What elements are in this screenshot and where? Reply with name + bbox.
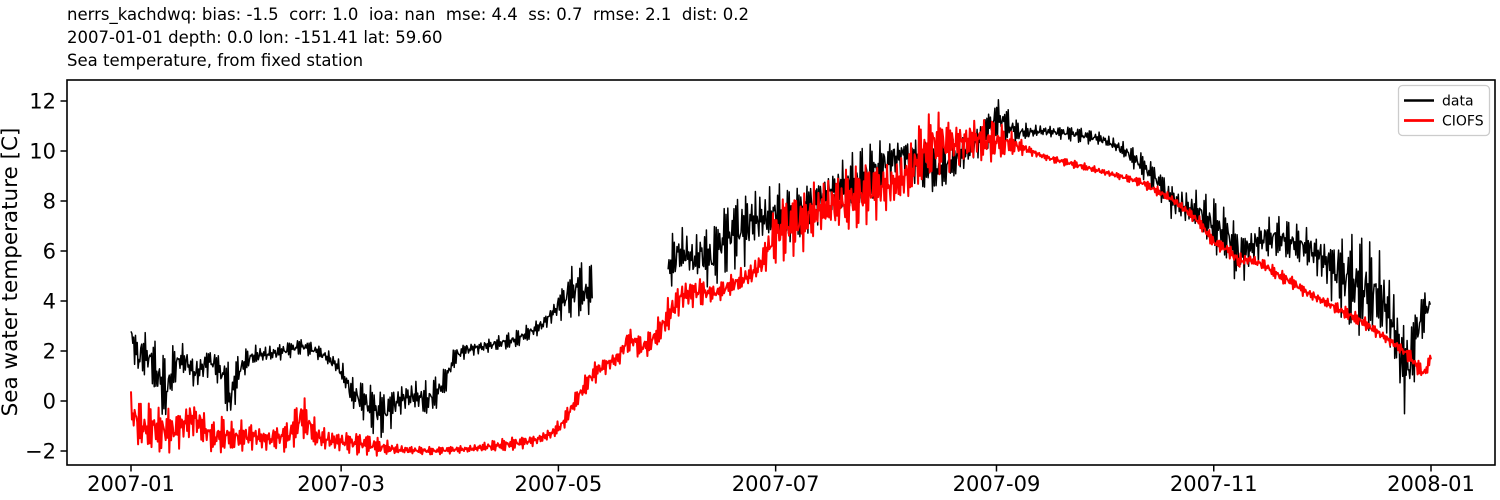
legend-box — [1397, 84, 1491, 137]
x-tick-label: 2008-01 — [1387, 472, 1475, 496]
plot-area — [67, 80, 1495, 465]
title-block: nerrs_kachdwq: bias: -1.5 corr: 1.0 ioa:… — [67, 3, 749, 72]
plot-frame — [66, 79, 1496, 466]
x-tick-label: 2007-05 — [515, 472, 603, 496]
title-stats-line: nerrs_kachdwq: bias: -1.5 corr: 1.0 ioa:… — [67, 5, 750, 24]
x-tick-label: 2007-01 — [87, 472, 175, 496]
x-tick-label: 2007-11 — [1170, 472, 1258, 496]
y-tick-label: 6 — [43, 240, 56, 264]
y-tick-label: 4 — [43, 290, 56, 314]
title-meta-line: 2007-01-01 depth: 0.0 lon: -151.41 lat: … — [67, 28, 443, 47]
y-tick-label: 0 — [43, 390, 56, 414]
legend-label-ciofs: CIOFS — [1442, 114, 1484, 130]
legend-label-data: data — [1442, 94, 1474, 110]
x-tick-label: 2007-03 — [297, 472, 385, 496]
x-axis-ticks: 2007-01 2007-03 2007-05 2007-07 2007-09 2007-… — [87, 465, 1475, 496]
y-tick-label: 10 — [29, 140, 56, 164]
series-line-data — [130, 262, 593, 439]
y-axis-ticks: −2 0 2 4 6 8 10 12 — [25, 90, 67, 464]
series-group — [130, 99, 1432, 457]
y-tick-label: −2 — [25, 440, 56, 464]
series-line-ciofs — [130, 111, 1432, 457]
x-tick-label: 2007-07 — [732, 472, 820, 496]
y-tick-label: 8 — [43, 190, 56, 214]
y-tick-label: 12 — [29, 90, 56, 114]
title-main-line: Sea temperature, from fixed station — [67, 51, 364, 70]
legend: data CIOFS — [1397, 84, 1491, 137]
y-tick-label: 2 — [43, 340, 56, 364]
y-axis-label: Sea water temperature [C] — [0, 128, 23, 417]
x-tick-label: 2007-09 — [953, 472, 1041, 496]
